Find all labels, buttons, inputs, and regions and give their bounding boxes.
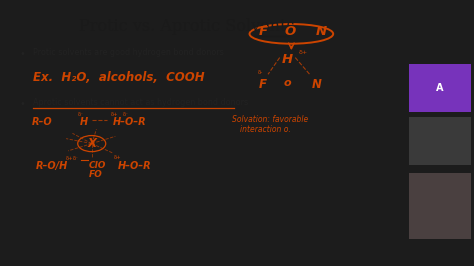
Text: N: N [311, 78, 321, 91]
Text: N: N [316, 25, 327, 38]
Text: o: o [283, 78, 292, 88]
Text: δ+: δ+ [111, 112, 119, 117]
Text: F: F [259, 78, 267, 91]
FancyBboxPatch shape [409, 173, 471, 239]
Text: δ⁻: δ⁻ [73, 156, 79, 161]
Text: R–O: R–O [31, 117, 52, 127]
Text: Aprotic solvents cannot act as hydrogen bond donors: Aprotic solvents cannot act as hydrogen … [33, 98, 248, 107]
FancyBboxPatch shape [409, 117, 471, 165]
Text: A: A [436, 83, 444, 93]
Text: •: • [20, 99, 26, 109]
Text: Protic solvents are good hydrogen bond donors: Protic solvents are good hydrogen bond d… [33, 48, 224, 56]
Text: δ+: δ+ [66, 156, 73, 161]
Text: F: F [258, 25, 267, 38]
Text: •: • [20, 49, 26, 59]
Text: H–O–R: H–O–R [118, 161, 152, 172]
Text: Ex.  H₂O,  alcohols,  COOH: Ex. H₂O, alcohols, COOH [33, 71, 205, 84]
Text: X: X [87, 137, 96, 150]
Text: O: O [284, 25, 296, 38]
Text: FO: FO [89, 171, 103, 179]
Text: Solvation: favorable: Solvation: favorable [232, 115, 308, 123]
Text: δ+: δ+ [299, 50, 308, 55]
Text: interaction o.: interaction o. [239, 124, 291, 134]
Text: δ-: δ- [257, 70, 263, 75]
Text: R–O/H: R–O/H [35, 161, 68, 172]
Text: ClO: ClO [89, 161, 106, 171]
Text: δ+: δ+ [114, 155, 121, 160]
FancyBboxPatch shape [409, 64, 471, 112]
Text: δ⁻: δ⁻ [78, 112, 83, 117]
Text: Protic vs. Aprotic Solvents: Protic vs. Aprotic Solvents [79, 18, 295, 35]
Text: H: H [282, 53, 293, 66]
Text: δ⁻: δ⁻ [123, 112, 129, 117]
Text: H: H [80, 117, 88, 127]
Text: H–O–R: H–O–R [113, 117, 147, 127]
